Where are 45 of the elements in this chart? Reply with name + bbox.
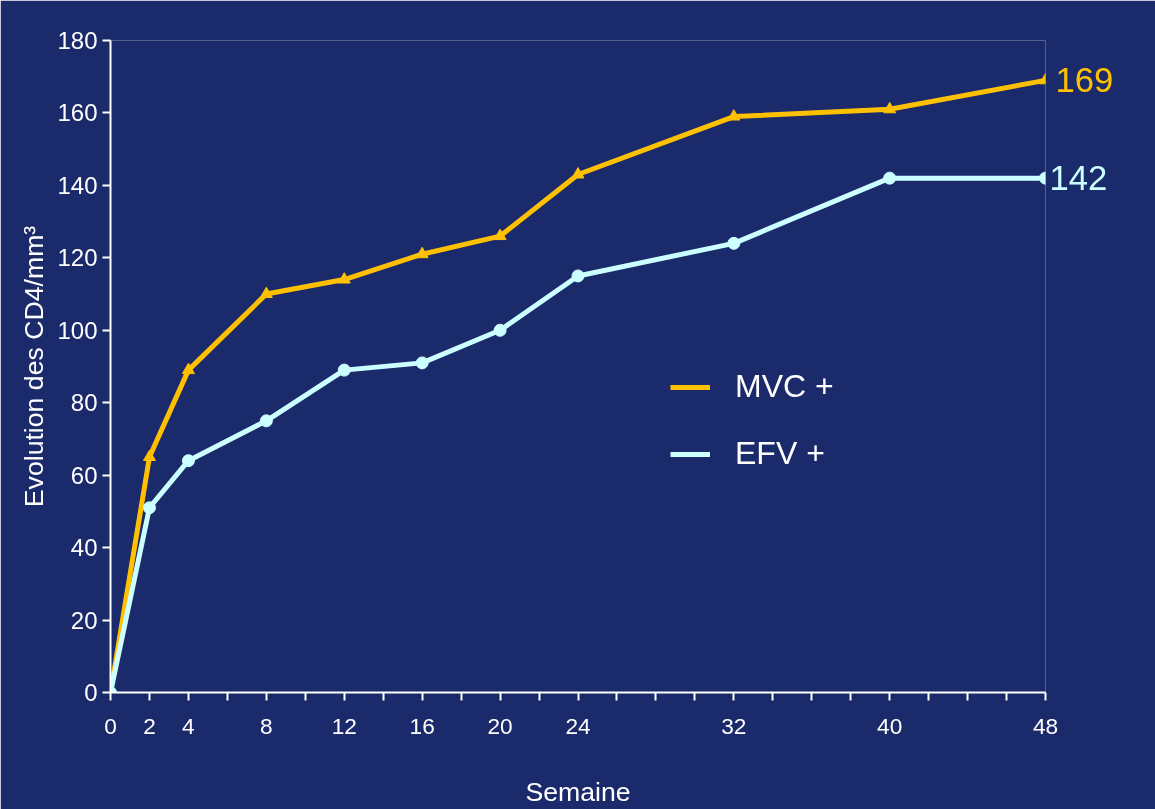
- y-tick-label: 100: [57, 316, 98, 344]
- x-tick-label: 20: [487, 712, 513, 739]
- point: [259, 286, 273, 299]
- point: [571, 269, 585, 283]
- x-tick-label: 4: [182, 712, 195, 739]
- point: [259, 414, 273, 428]
- point: [883, 101, 897, 114]
- y-tick-label: 160: [57, 99, 98, 127]
- y-tick-label: 20: [70, 606, 98, 634]
- point: [493, 323, 507, 337]
- legend-label: MVC +: [735, 368, 834, 405]
- data-label: 169: [1055, 61, 1114, 100]
- y-axis-title: Evolution des CD4/mm³: [19, 225, 50, 508]
- x-tick-label: 8: [260, 712, 273, 739]
- x-tick-label: 48: [1032, 712, 1059, 739]
- point: [571, 167, 585, 179]
- y-tick-label: 60: [70, 461, 98, 489]
- point: [415, 246, 429, 259]
- point: [337, 363, 351, 377]
- x-tick-label: 16: [409, 712, 435, 739]
- point: [142, 449, 156, 462]
- point: [415, 356, 429, 370]
- point: [883, 171, 897, 185]
- y-tick-label: 180: [57, 27, 98, 54]
- x-tick-label: 2: [143, 712, 156, 739]
- x-tick-label: 24: [565, 712, 591, 739]
- point: [181, 362, 195, 375]
- data-label: 142: [1049, 159, 1108, 198]
- x-tick-label: 0: [104, 712, 117, 739]
- point: [142, 501, 156, 515]
- point: [181, 454, 195, 468]
- point: [727, 109, 741, 121]
- x-tick-label: 12: [331, 712, 357, 739]
- legend-label: EFV +: [735, 435, 825, 472]
- point: [493, 228, 507, 241]
- y-tick-label: 140: [57, 171, 98, 199]
- point: [727, 236, 741, 250]
- x-tick-label: 32: [721, 712, 747, 739]
- x-tick-label: 40: [877, 712, 903, 739]
- point: [337, 272, 351, 284]
- y-tick-label: 40: [70, 534, 98, 562]
- x-axis-title: Semaine: [525, 776, 631, 807]
- y-tick-label: 120: [57, 244, 98, 272]
- y-tick-label: 80: [70, 389, 98, 417]
- y-tick-label: 0: [84, 679, 98, 706]
